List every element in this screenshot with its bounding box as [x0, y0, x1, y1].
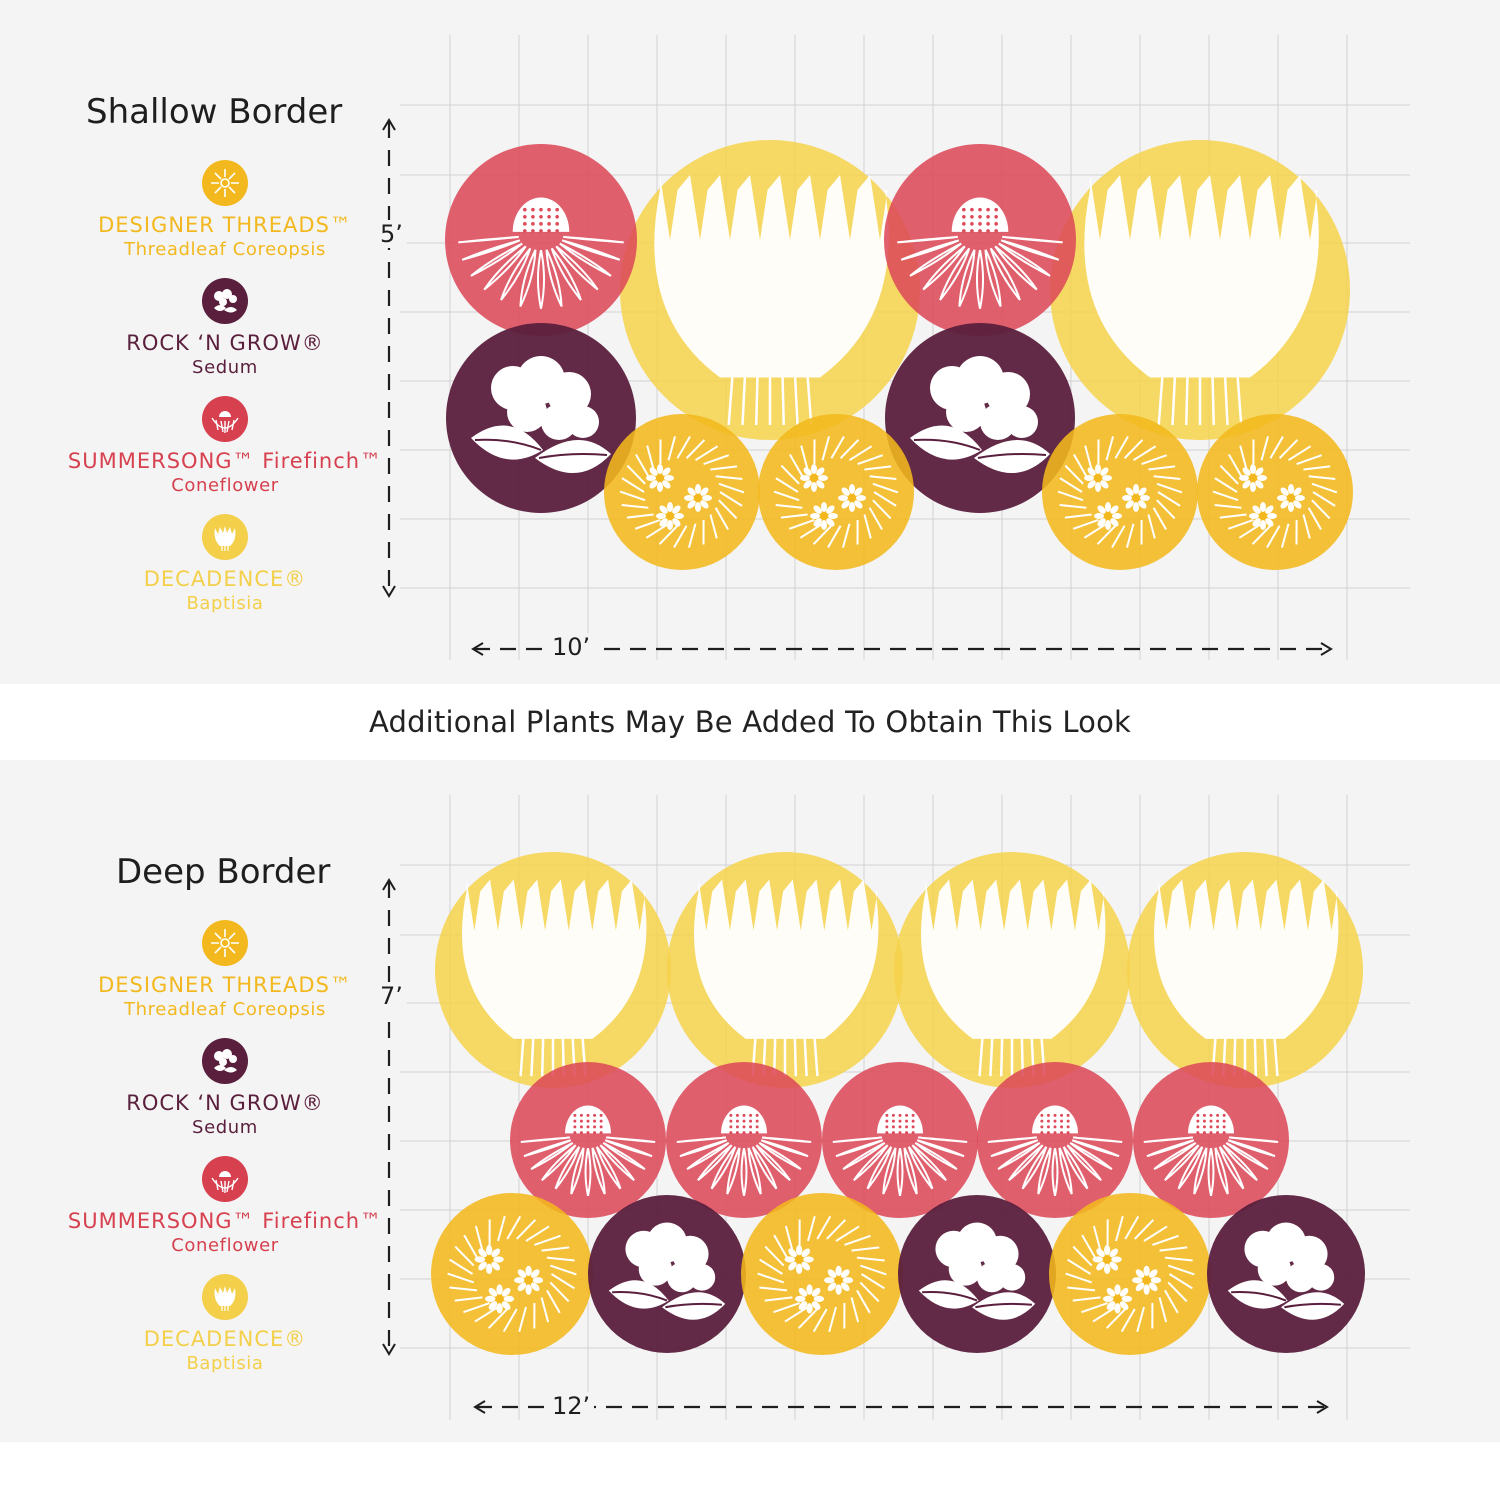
legend-name: SUMMERSONG™ Firefinch™: [67, 449, 383, 473]
plant-coneflower: [884, 144, 1076, 336]
plant-coneflower: [822, 1062, 978, 1218]
legend-item-coreopsis: DESIGNER THREADS™ Threadleaf Coreopsis: [98, 160, 352, 278]
legend-item-baptisia: DECADENCE® Baptisia: [144, 1274, 307, 1392]
legend-item-sedum: ROCK ‘N GROW® Sedum: [126, 1038, 323, 1156]
legend-name: DESIGNER THREADS™: [98, 213, 352, 237]
plant-baptisia: [667, 852, 903, 1088]
legend-name: SUMMERSONG™ Firefinch™: [67, 1209, 383, 1233]
legend-item-coneflower: SUMMERSONG™ Firefinch™ Coneflower: [68, 396, 382, 514]
plant-baptisia: [1127, 852, 1363, 1088]
legend-name: DECADENCE®: [143, 567, 307, 591]
width-label: 10’: [548, 633, 595, 661]
coneflower-icon: [202, 1156, 248, 1202]
legend-item-baptisia: DECADENCE® Baptisia: [144, 514, 307, 632]
legend-sub: Sedum: [192, 357, 258, 378]
dimension-lines: [382, 118, 1333, 656]
legend-name: DESIGNER THREADS™: [98, 973, 352, 997]
deep-border-drawing: [382, 795, 1410, 1420]
plant-baptisia: [1050, 140, 1350, 440]
deep-border-title: Deep Border: [116, 852, 331, 892]
sedum-icon: [201, 1038, 248, 1084]
legend-sub: Threadleaf Coreopsis: [124, 999, 326, 1020]
plant-coreopsis: [604, 414, 760, 570]
baptisia-icon: [202, 1274, 248, 1320]
plant-coreopsis: [1049, 1193, 1211, 1355]
shallow-legend: DESIGNER THREADS™ Threadleaf Coreopsis R…: [68, 160, 382, 632]
plant-sedum: [446, 323, 636, 513]
shallow-border-drawing: [382, 35, 1410, 660]
dimension-lines: [382, 878, 1329, 1414]
additional-plants-caption: Additional Plants May Be Added To Obtain…: [368, 705, 1132, 739]
legend-name: ROCK ‘N GROW®: [126, 1091, 324, 1115]
legend-sub: Baptisia: [186, 593, 264, 614]
legend-item-coneflower: SUMMERSONG™ Firefinch™ Coneflower: [68, 1156, 382, 1274]
deep-border-panel: Deep Border DESIGNER THREADS™ Threadleaf…: [0, 760, 1500, 1442]
legend-name: ROCK ‘N GROW®: [126, 331, 324, 355]
coreopsis-icon: [201, 160, 248, 206]
coreopsis-icon: [201, 920, 248, 966]
depth-label: 7’: [376, 982, 407, 1010]
legend-sub: Coneflower: [171, 475, 279, 496]
plant-coneflower: [977, 1062, 1133, 1218]
plant-sedum: [885, 323, 1075, 513]
plant-coreopsis: [1197, 414, 1353, 570]
plant-baptisia: [435, 852, 671, 1088]
legend-sub: Baptisia: [186, 1353, 264, 1374]
shallow-border-title: Shallow Border: [86, 92, 343, 132]
plant-sedum: [588, 1195, 746, 1353]
legend-item-coreopsis: DESIGNER THREADS™ Threadleaf Coreopsis: [98, 920, 352, 1038]
plant-baptisia: [894, 852, 1130, 1088]
width-label: 12’: [548, 1392, 595, 1420]
baptisia-icon: [202, 514, 248, 560]
plant-sedum: [1207, 1195, 1365, 1353]
legend-item-sedum: ROCK ‘N GROW® Sedum: [126, 278, 323, 396]
plant-coneflower: [666, 1062, 822, 1218]
plant-coreopsis: [431, 1193, 593, 1355]
deep-legend: DESIGNER THREADS™ Threadleaf Coreopsis R…: [68, 920, 382, 1392]
legend-sub: Coneflower: [171, 1235, 279, 1256]
plant-sedum: [898, 1195, 1056, 1353]
plant-baptisia: [620, 140, 920, 440]
plant-coreopsis: [1042, 414, 1198, 570]
plant-coreopsis: [741, 1193, 903, 1355]
plant-coneflower: [510, 1062, 666, 1218]
sedum-icon: [201, 278, 248, 324]
legend-sub: Sedum: [192, 1117, 258, 1138]
coneflower-icon: [202, 396, 248, 442]
plant-coneflower: [1133, 1062, 1289, 1218]
plant-coreopsis: [758, 414, 914, 570]
legend-sub: Threadleaf Coreopsis: [124, 239, 326, 260]
shallow-border-panel: Shallow Border DESIGNER THREADS™ Threadl…: [0, 0, 1500, 684]
legend-name: DECADENCE®: [143, 1327, 307, 1351]
depth-label: 5’: [376, 220, 407, 248]
plant-coneflower: [445, 144, 637, 336]
